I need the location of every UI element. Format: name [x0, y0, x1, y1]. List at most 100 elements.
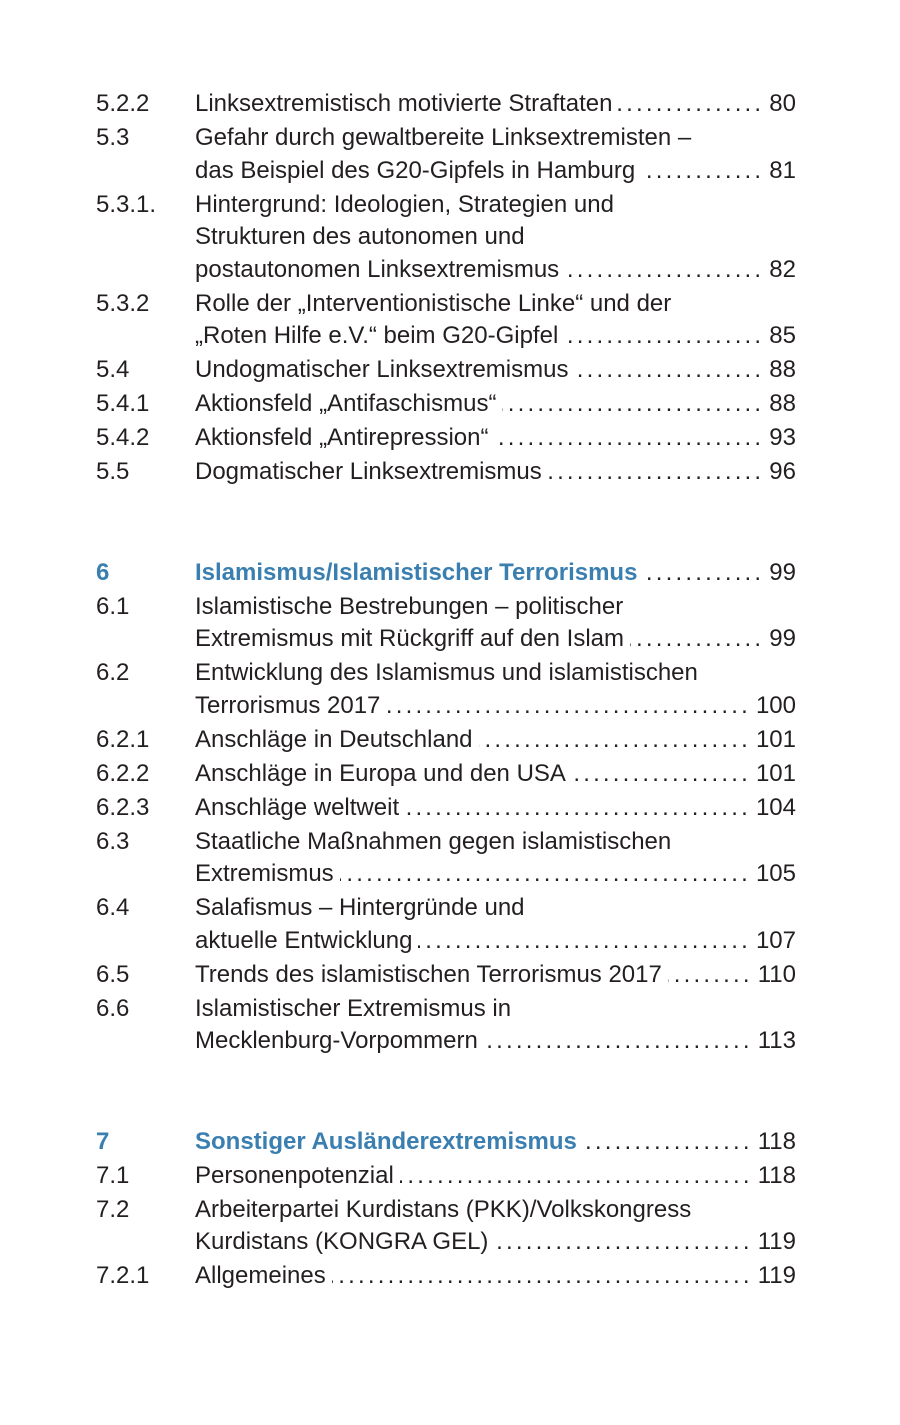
toc-entry-title-line: postautonomen Linksextremismus	[195, 255, 560, 283]
toc-entry-page-number: 107	[755, 926, 796, 954]
dot-leader	[418, 925, 751, 958]
dot-leader	[574, 354, 764, 387]
toc-entry-title-line: Kurdistans (KONGRA GEL)	[195, 1228, 489, 1255]
toc-entry-title-line: Allgemeines	[195, 1262, 326, 1289]
toc-entry-title-line: Sonstiger Ausländerextremismus	[195, 1127, 577, 1155]
toc-entry-title: Aktionsfeld „Antifaschismus“ 88	[195, 388, 796, 421]
toc-entry-title: Sonstiger Ausländerextremismus 118	[195, 1126, 796, 1159]
toc-entry-title: Islamismus/Islamistischer Terrorismus 99	[195, 557, 796, 590]
dot-leader	[565, 254, 764, 287]
toc-entry: 5.4 Undogmatischer Linksextremismus 88	[96, 354, 796, 387]
toc-entry-title: Arbeiterpartei Kurdistans (PKK)/Volkskon…	[195, 1194, 796, 1259]
toc-entry: 5.5 Dogmatischer Linksextremismus 96	[96, 456, 796, 489]
toc-entry-number: 5.2.2	[96, 90, 150, 117]
dot-leader	[630, 623, 764, 656]
toc-entry-title-line: Terrorismus 2017	[195, 691, 381, 719]
toc-section: 5.2.2 Linksextremistisch motivierte Straf…	[96, 88, 796, 489]
toc-entry-page-number: 104	[755, 793, 796, 821]
toc-entry-title: Islamistischer Extremismus in Mecklenburg…	[195, 993, 796, 1058]
toc-entry-number: 6.3	[96, 827, 130, 855]
toc-entry-title-line: Islamistische Bestrebungen – politischer	[195, 592, 624, 620]
toc-entry-title: Rolle der „Interventionistische Linke“ u…	[195, 288, 796, 353]
toc-entry-number: 6.2.1	[96, 725, 150, 753]
toc-entry-title: Dogmatischer Linksextremismus 96	[195, 456, 796, 489]
toc-entry-page-number: 99	[769, 625, 796, 652]
toc-entry-number: 7.2.1	[96, 1262, 150, 1289]
toc-entry-page-number: 85	[769, 322, 796, 349]
toc-entry: 6.2 Entwicklung des Islamismus und islami…	[96, 657, 796, 722]
toc-entry-title-line: Islamistischer Extremismus in	[195, 994, 512, 1022]
toc-entry-title-line: Entwicklung des Islamismus und islamisti…	[195, 659, 698, 686]
toc-entry: 5.3.1. Hintergrund: Ideologien, Strategie…	[96, 189, 796, 287]
toc-entry: 6.2.2 Anschläge in Europa und den USA 101	[96, 758, 796, 791]
toc-entry-number: 5.4.1	[96, 390, 150, 417]
toc-entry: 6.1 Islamistische Bestrebungen – politisc…	[96, 591, 796, 656]
toc-chapter-entry: 6 Islamismus/Islamistischer Terrorismus 99	[96, 557, 796, 590]
toc-entry-title: Aktionsfeld „Antirepression“ 93	[195, 422, 796, 455]
toc-entry-title: Salafismus – Hintergründe und aktuelle En…	[195, 892, 796, 957]
dot-leader	[405, 792, 751, 825]
dot-leader	[494, 1226, 752, 1259]
toc-entry-number: 6.1	[96, 592, 130, 620]
toc-entry-title-line: Aktionsfeld „Antirepression“	[195, 424, 489, 451]
toc-entry: 7.2 Arbeiterpartei Kurdistans (PKK)/Volks…	[96, 1194, 796, 1259]
dot-leader	[502, 388, 764, 421]
toc-entry: 5.2.2 Linksextremistisch motivierte Straf…	[96, 88, 796, 121]
toc-entry-title: Personenpotenzial 118	[195, 1160, 796, 1193]
dot-leader	[572, 758, 751, 791]
toc-entry-title: Entwicklung des Islamismus und islamisti…	[195, 657, 796, 722]
dot-leader	[332, 1260, 753, 1293]
dot-leader	[643, 557, 764, 590]
toc-entry-title-line: Anschläge weltweit	[195, 793, 400, 821]
toc-entry-page-number: 118	[757, 1161, 796, 1189]
table-of-contents: 5.2.2 Linksextremistisch motivierte Straf…	[96, 88, 796, 1294]
toc-entry-number: 6	[96, 558, 110, 586]
toc-entry-title: Hintergrund: Ideologien, Strategien und S…	[195, 189, 796, 287]
toc-entry-title-line: Extremismus	[195, 860, 334, 887]
toc-entry-title-line: aktuelle Entwicklung	[195, 926, 413, 954]
toc-entry-page-number: 80	[769, 90, 796, 117]
toc-entry: 6.2.1 Anschläge in Deutschland 101	[96, 724, 796, 757]
dot-leader	[641, 155, 764, 188]
toc-entry: 7.2.1 Allgemeines 119	[96, 1260, 796, 1293]
toc-entry-page-number: 110	[757, 960, 796, 988]
toc-entry-title-line: Anschläge in Europa und den USA	[195, 759, 566, 787]
toc-entry-title-line: Linksextremistisch motivierte Straftaten	[195, 90, 613, 117]
toc-entry-page-number: 96	[769, 458, 796, 485]
toc-entry-page-number: 100	[755, 691, 796, 719]
toc-entry-title-line: Dogmatischer Linksextremismus	[195, 458, 542, 485]
toc-entry-page-number: 105	[755, 860, 796, 887]
toc-entry-title-line: Trends des islamistischen Terrorismus 20…	[195, 960, 662, 988]
toc-entry-title: Allgemeines 119	[195, 1260, 796, 1293]
toc-entry-title-line: Gefahr durch gewaltbereite Linksextremis…	[195, 124, 692, 151]
toc-entry: 6.6 Islamistischer Extremismus in Mecklenb…	[96, 993, 796, 1058]
toc-entry-title-line: Extremismus mit Rückgriff auf den Islam	[195, 625, 625, 652]
toc-entry: 5.3 Gefahr durch gewaltbereite Linksextre…	[96, 122, 796, 187]
toc-entry-title-line: Rolle der „Interventionistische Linke“ u…	[195, 289, 672, 317]
toc-section: 7 Sonstiger Ausländerextremismus 118 7.1 Per…	[96, 1126, 796, 1293]
dot-leader	[484, 1025, 753, 1058]
toc-entry-page-number: 93	[769, 424, 796, 451]
toc-entry: 7.1 Personenpotenzial 118	[96, 1160, 796, 1193]
toc-entry-number: 6.6	[96, 994, 130, 1022]
toc-entry-title-line: Hintergrund: Ideologien, Strategien und	[195, 190, 614, 218]
toc-entry-title-line: Strukturen des autonomen und	[195, 223, 525, 250]
dot-leader	[340, 858, 751, 891]
toc-entry-title: Linksextremistisch motivierte Straftaten…	[195, 88, 796, 121]
toc-entry-page-number: 113	[757, 1027, 796, 1054]
toc-entry-title-line: „Roten Hilfe e.V.“ beim G20-Gipfel	[195, 322, 559, 349]
toc-entry-title-line: Staatliche Maßnahmen gegen islamistische…	[195, 827, 672, 855]
toc-chapter-entry: 7 Sonstiger Ausländerextremismus 118	[96, 1126, 796, 1159]
toc-entry-page-number: 101	[755, 725, 796, 753]
toc-entry-title: Anschläge weltweit 104	[195, 792, 796, 825]
toc-entry-title: Anschläge in Europa und den USA 101	[195, 758, 796, 791]
toc-section: 6 Islamismus/Islamistischer Terrorismus 99…	[96, 557, 796, 1058]
toc-entry-number: 5.3.1.	[96, 190, 157, 218]
dot-leader	[494, 422, 764, 455]
dot-leader	[564, 320, 764, 353]
toc-entry: 5.4.1 Aktionsfeld „Antifaschismus“ 88	[96, 388, 796, 421]
toc-entry-page-number: 99	[769, 558, 796, 586]
toc-entry-number: 6.2.3	[96, 793, 150, 821]
toc-entry-title: Gefahr durch gewaltbereite Linksextremis…	[195, 122, 796, 187]
toc-entry-number: 6.4	[96, 894, 130, 921]
